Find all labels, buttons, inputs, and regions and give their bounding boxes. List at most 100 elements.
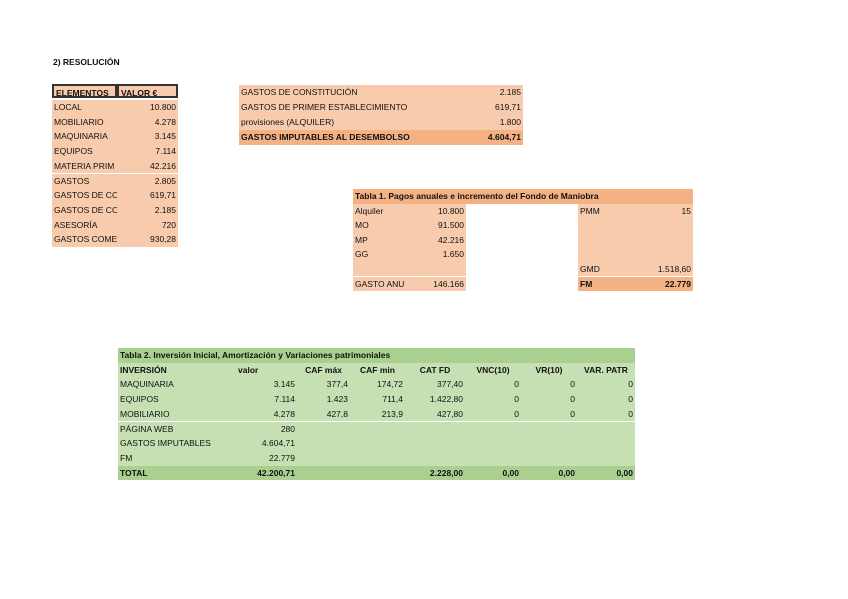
element-name: GASTOS DE CO: [52, 202, 117, 218]
table1-value: [633, 232, 693, 248]
table2-label: FM: [118, 450, 236, 466]
table2-value: [297, 450, 350, 466]
expense-value: 1.800: [459, 115, 523, 130]
table2-value: [350, 436, 405, 451]
element-value: 10.800: [117, 100, 178, 115]
table2-value: [465, 421, 521, 437]
table2-value: 1.422,80: [405, 392, 465, 407]
table1-label: MO: [353, 218, 413, 233]
table1-value: 146.166: [413, 276, 466, 292]
element-name: MAQUINARIA: [52, 129, 117, 145]
table1-label: PMM: [578, 203, 633, 219]
table2-value: 280: [236, 421, 297, 437]
table2-value: [350, 450, 405, 466]
column-header: CAT FD: [405, 362, 465, 378]
table1-value: 22.779: [633, 276, 693, 292]
table-title: Tabla 2. Inversión Inicial, Amortización…: [118, 348, 635, 363]
table2-value: 377,40: [405, 377, 465, 393]
table1-label: FM: [578, 276, 633, 292]
element-name: MOBILIARIO: [52, 114, 117, 130]
expense-value: 2.185: [459, 85, 523, 100]
table1-value: 42.216: [413, 232, 466, 248]
column-header: CAF min: [350, 362, 405, 378]
element-value: 619,71: [117, 188, 178, 203]
section-title: 2) RESOLUCIÓN: [53, 57, 120, 67]
total-value: 0,00: [465, 465, 521, 481]
element-value: 42.216: [117, 158, 178, 174]
expense-total-value: 4.604,71: [459, 130, 523, 145]
table2-value: [521, 450, 577, 466]
column-header: valor: [236, 362, 297, 378]
total-value: [297, 465, 350, 481]
table2-value: 0: [521, 392, 577, 407]
table2-value: 711,4: [350, 392, 405, 407]
table1-value: 10.800: [413, 203, 466, 219]
table2-value: 4.278: [236, 406, 297, 422]
element-value: 3.145: [117, 129, 178, 145]
total-value: 0,00: [521, 465, 577, 481]
table2-value: [297, 421, 350, 437]
table2-value: 22.779: [236, 450, 297, 466]
element-name: EQUIPOS: [52, 144, 117, 159]
table1-label: GASTO ANU: [353, 276, 413, 292]
total-value: 42.200,71: [236, 465, 297, 481]
table2-value: [350, 421, 405, 437]
table1-value: 1.650: [413, 247, 466, 262]
element-name: GASTOS: [52, 173, 117, 189]
column-header: VNC(10): [465, 362, 521, 378]
column-header: VR(10): [521, 362, 577, 378]
element-name: MATERIA PRIM: [52, 158, 117, 174]
table1-label: GG: [353, 247, 413, 262]
table2-value: 0: [465, 406, 521, 422]
table1-value: 91.500: [413, 218, 466, 233]
total-value: 0,00: [577, 465, 635, 481]
table1-label: GMD: [578, 261, 633, 277]
column-header: VAR. PATR: [577, 362, 635, 378]
table2-value: [465, 436, 521, 451]
table2-value: 0: [577, 406, 635, 422]
table2-value: 174,72: [350, 377, 405, 393]
table2-value: [521, 421, 577, 437]
expense-name: GASTOS DE PRIMER ESTABLECIMIENTO: [239, 100, 459, 115]
table1-label: [578, 218, 633, 233]
column-header: CAF máx: [297, 362, 350, 378]
table1-value: [413, 261, 466, 277]
table2-value: 0: [577, 377, 635, 393]
table-title: Tabla 1. Pagos anuales e incremento del …: [353, 189, 693, 204]
expense-value: 619,71: [459, 100, 523, 115]
table2-value: [405, 436, 465, 451]
expense-name: provisiones (ALQUILER): [239, 115, 459, 130]
table1-value: 1.518,60: [633, 261, 693, 277]
element-value: 720: [117, 217, 178, 233]
element-value: 2.185: [117, 202, 178, 218]
table2-value: 4.604,71: [236, 436, 297, 451]
table2-value: [577, 421, 635, 437]
total-value: [350, 465, 405, 481]
table2-label: EQUIPOS: [118, 392, 236, 407]
table2-value: [405, 421, 465, 437]
table2-value: 7.114: [236, 392, 297, 407]
table2-value: 3.145: [236, 377, 297, 393]
table2-label: MAQUINARIA: [118, 377, 236, 393]
table2-label: GASTOS IMPUTABLES: [118, 436, 236, 451]
table2-value: 0: [521, 377, 577, 393]
total-label: TOTAL: [118, 465, 236, 481]
element-name: GASTOS COME: [52, 232, 117, 247]
element-name: ASESORÍA: [52, 217, 117, 233]
table2-value: 427,80: [405, 406, 465, 422]
table2-value: 0: [521, 406, 577, 422]
table2-value: [297, 436, 350, 451]
header-cell: VALOR €: [117, 84, 178, 98]
table2-value: [521, 436, 577, 451]
table1-label: Alquiler: [353, 203, 413, 219]
table1-label: [578, 247, 633, 262]
header-cell: ELEMENTOS: [52, 84, 117, 98]
expense-name: GASTOS DE CONSTITUCIÓN: [239, 85, 459, 100]
table2-value: [577, 436, 635, 451]
element-value: 2.805: [117, 173, 178, 189]
table2-value: 1.423: [297, 392, 350, 407]
table2-value: 0: [577, 392, 635, 407]
expense-total-name: GASTOS IMPUTABLES AL DESEMBOLSO: [239, 130, 459, 145]
element-name: GASTOS DE CO: [52, 188, 117, 203]
